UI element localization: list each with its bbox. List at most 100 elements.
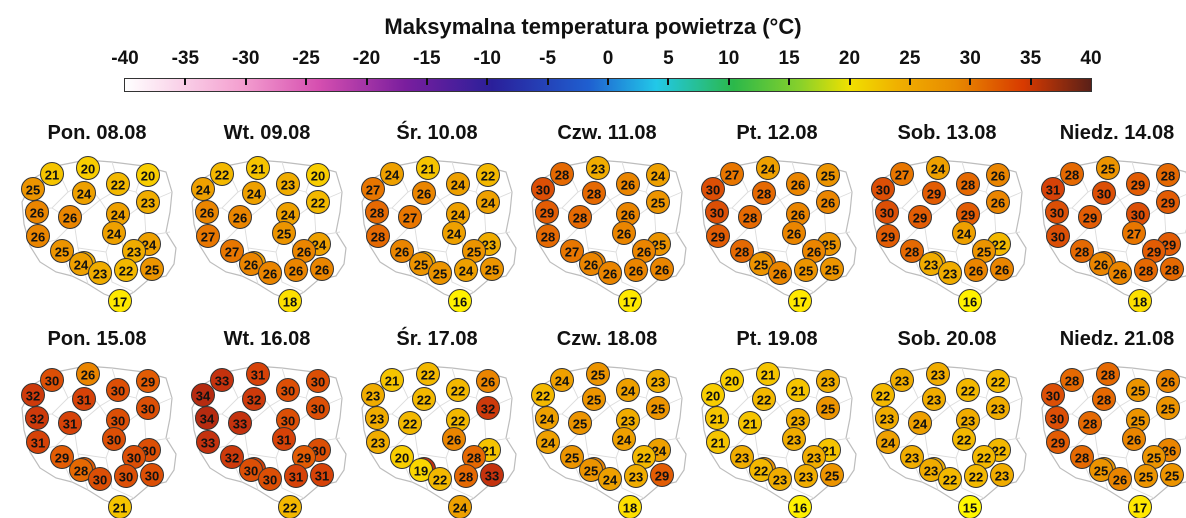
station-temperature: 25 — [817, 397, 840, 420]
station-temperature: 27 — [561, 240, 584, 263]
station-temperature: 31 — [247, 363, 270, 386]
station-temperature: 22 — [939, 468, 962, 491]
temperature-value: 25 — [145, 263, 159, 278]
station-temperature: 26 — [413, 182, 436, 205]
temperature-value: 24 — [617, 433, 632, 448]
temperature-value: 24 — [107, 227, 122, 242]
temperature-value: 30 — [1131, 208, 1145, 223]
station-temperature: 23 — [991, 464, 1014, 487]
temperature-value: 23 — [791, 414, 805, 429]
temperature-value: 20 — [81, 162, 95, 177]
scale-tick-label: 0 — [603, 48, 614, 70]
station-temperature: 22 — [753, 388, 776, 411]
station-temperature: 22 — [447, 379, 470, 402]
temperature-value: 23 — [924, 464, 938, 479]
scale-tick-label: -15 — [413, 48, 440, 70]
temperature-value: 22 — [957, 433, 971, 448]
temperature-value: 30 — [1097, 187, 1111, 202]
poland-map: 2421222424272624282724282326252325252425… — [352, 148, 522, 312]
station-temperature: 23 — [923, 388, 946, 411]
temperature-value: 23 — [807, 451, 821, 466]
temperature-value: 30 — [45, 374, 59, 389]
temperature-value: 31 — [31, 436, 45, 451]
station-temperature: 34 — [196, 407, 219, 430]
temperature-value: 34 — [196, 389, 211, 404]
temperature-value: 30 — [1050, 412, 1064, 427]
temperature-value: 21 — [421, 162, 435, 177]
station-temperature: 24 — [953, 222, 976, 245]
temperature-value: 30 — [281, 414, 295, 429]
temperature-value: 29 — [1161, 196, 1175, 211]
station-temperature: 24 — [647, 164, 670, 187]
station-temperature: 28 — [1061, 163, 1084, 186]
temperature-value: 26 — [30, 206, 44, 221]
station-temperature: 34 — [192, 384, 215, 407]
station-temperature: 28 — [731, 240, 754, 263]
station-temperature: 30 — [89, 468, 112, 491]
station-temperature: 29 — [137, 370, 160, 393]
station-temperature: 25 — [273, 222, 296, 245]
temperature-value: 27 — [895, 168, 909, 183]
temperature-value: 25 — [414, 258, 428, 273]
station-temperature: 24 — [599, 468, 622, 491]
station-temperature: 20 — [77, 157, 100, 180]
station-temperature: 27 — [721, 163, 744, 186]
temperature-value: 30 — [141, 402, 155, 417]
chart-title: Maksymalna temperatura powietrza (°C) — [0, 14, 1186, 40]
station-temperature: 28 — [1161, 258, 1184, 281]
station-temperature: 30 — [307, 397, 330, 420]
scale-tick-mark — [547, 78, 549, 85]
station-temperature: 26 — [787, 173, 810, 196]
station-temperature: 26 — [991, 258, 1014, 281]
station-temperature: 20 — [391, 446, 414, 469]
temperature-value: 27 — [1127, 227, 1141, 242]
temperature-value: 26 — [991, 196, 1005, 211]
temperature-value: 31 — [315, 469, 329, 484]
station-temperature: 25 — [1097, 157, 1120, 180]
temperature-value: 22 — [111, 178, 125, 193]
scale-tick-mark — [426, 78, 428, 85]
temperature-value: 25 — [651, 402, 665, 417]
temperature-value: 24 — [247, 187, 262, 202]
scale-tick-mark — [1030, 78, 1032, 85]
temperature-value: 25 — [584, 464, 598, 479]
temperature-value: 25 — [799, 264, 813, 279]
temperature-value: 25 — [565, 451, 579, 466]
temperature-value: 30 — [710, 206, 724, 221]
forecast-map-panel: Śr. 17.082122262232232222232226232120283… — [352, 328, 522, 518]
station-temperature: 25 — [561, 446, 584, 469]
temperature-value: 27 — [403, 211, 417, 226]
temperature-value: 23 — [591, 162, 605, 177]
station-temperature: 23 — [587, 157, 610, 180]
temperature-value: 32 — [225, 451, 239, 466]
temperature-value: 23 — [366, 389, 380, 404]
temperature-value: 26 — [81, 368, 95, 383]
temperature-value: 24 — [281, 208, 296, 223]
temperature-value: 24 — [385, 168, 400, 183]
station-temperature: 26 — [599, 262, 622, 285]
station-temperature: 23 — [366, 407, 389, 430]
station-temperature: 20 — [307, 164, 330, 187]
temperature-value: 17 — [1133, 501, 1147, 516]
station-temperature: 22 — [957, 379, 980, 402]
station-temperature: 30 — [1047, 225, 1070, 248]
scale-tick-mark — [607, 78, 609, 85]
station-temperature: 26 — [311, 258, 334, 281]
temperature-value: 22 — [969, 470, 983, 485]
temperature-value: 21 — [385, 374, 399, 389]
temperature-value: 28 — [74, 464, 88, 479]
temperature-value: 24 — [541, 436, 556, 451]
station-temperature: 22 — [953, 428, 976, 451]
station-temperature: 26 — [443, 428, 466, 451]
temperature-value: 29 — [961, 208, 975, 223]
temperature-value: 21 — [743, 417, 757, 432]
temperature-value: 26 — [655, 263, 669, 278]
station-temperature: 26 — [987, 164, 1010, 187]
temperature-value: 28 — [1083, 417, 1097, 432]
temperature-value: 22 — [757, 393, 771, 408]
station-temperature: 25 — [1157, 397, 1180, 420]
temperature-value: 24 — [651, 169, 666, 184]
temperature-value: 24 — [451, 178, 466, 193]
